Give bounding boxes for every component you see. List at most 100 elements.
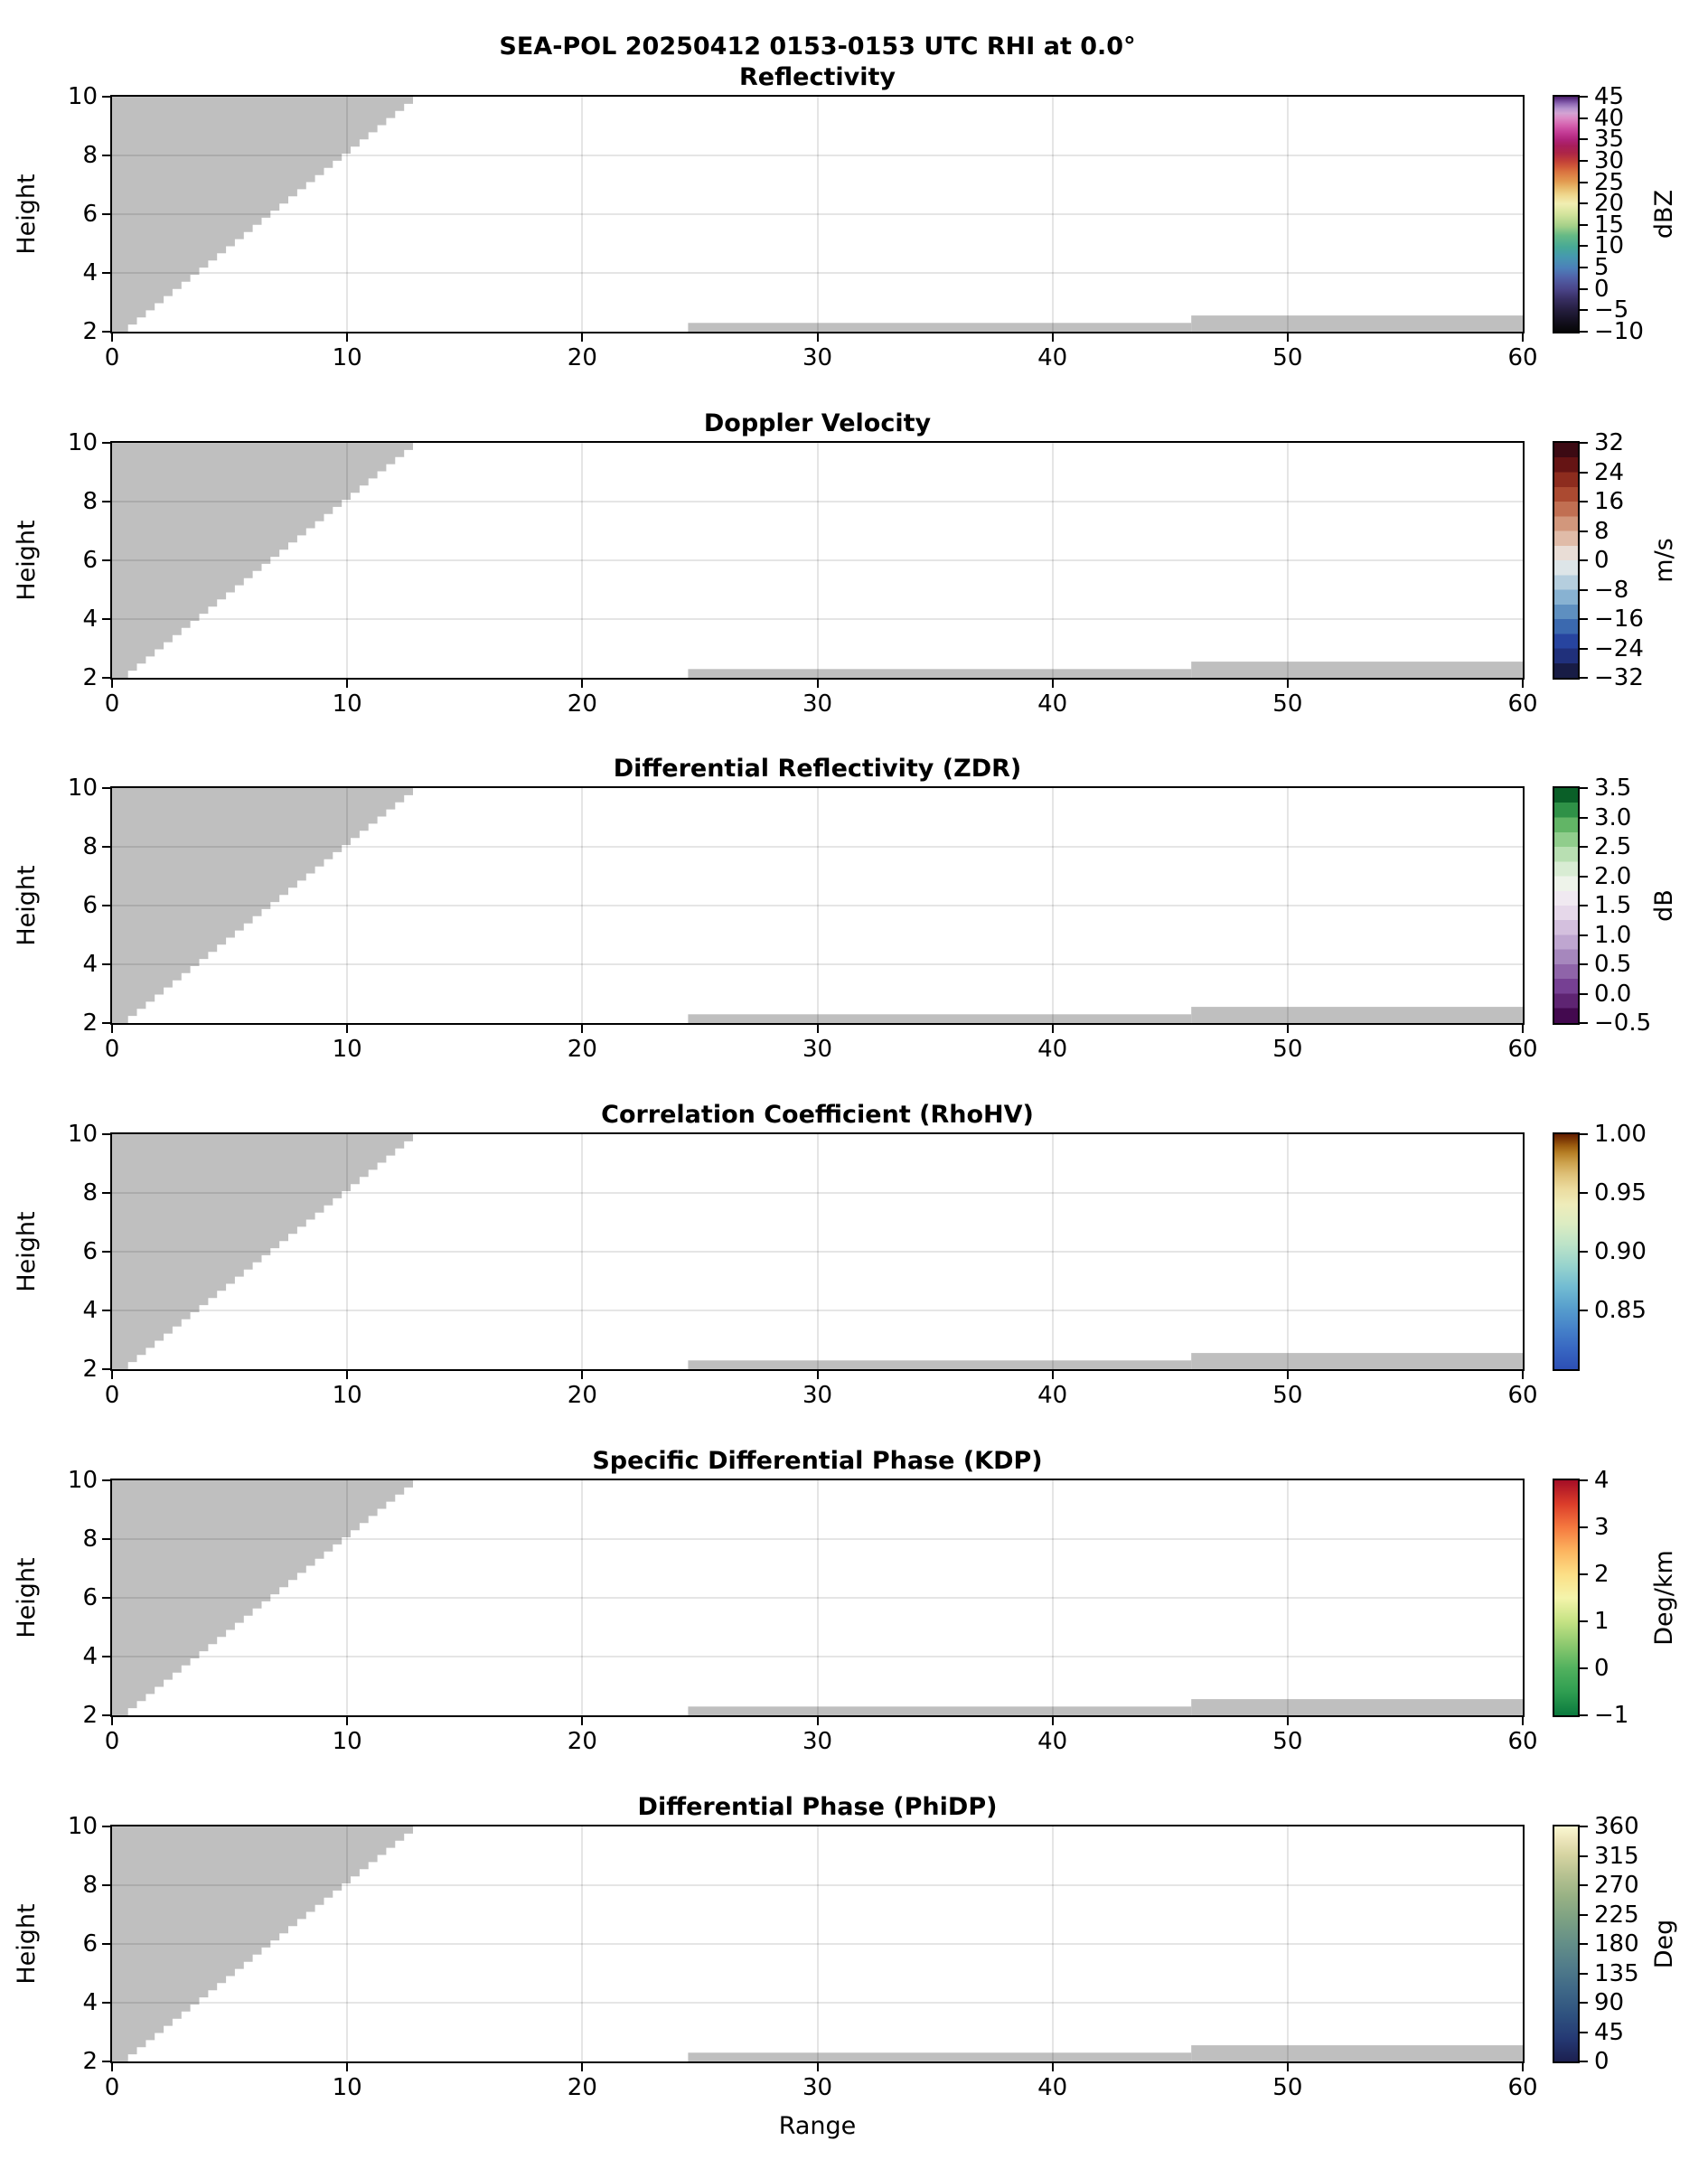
colorbar-tick-label: 40 xyxy=(1594,104,1625,132)
gridline-vertical xyxy=(1051,443,1054,678)
y-tick-mark xyxy=(102,2061,110,2062)
colorbar-tick-label: 0 xyxy=(1594,1655,1609,1682)
gridline-horizontal xyxy=(112,155,1523,156)
gridline-horizontal xyxy=(112,1538,1523,1540)
x-tick-label: 10 xyxy=(332,1036,362,1063)
y-tick-mark xyxy=(102,96,110,98)
y-tick-mark xyxy=(102,677,110,679)
colorbar-tick-mark xyxy=(1580,1826,1588,1827)
x-tick-mark xyxy=(346,680,349,688)
gridline-vertical xyxy=(1286,1134,1289,1369)
gridline-horizontal xyxy=(112,213,1523,215)
plot-area-kdp xyxy=(110,1479,1525,1717)
colorbar-tick-mark xyxy=(1580,647,1588,650)
colorbar-tick-label: 2.0 xyxy=(1594,862,1632,890)
y-tick-label: 4 xyxy=(82,951,98,978)
y-tick-mark xyxy=(102,618,110,620)
y-tick-label: 8 xyxy=(82,833,98,860)
colorbar-tick-mark xyxy=(1580,1310,1588,1311)
gridline-vertical xyxy=(581,97,584,332)
x-tick-mark xyxy=(346,2063,349,2071)
x-tick-label: 10 xyxy=(332,2074,362,2101)
colorbar-tick-label: 5 xyxy=(1594,254,1609,282)
y-tick-label: 2 xyxy=(82,1009,98,1037)
colorbar-tick-mark xyxy=(1580,1884,1588,1886)
x-tick-mark xyxy=(111,1717,113,1725)
gridline-horizontal xyxy=(112,2002,1523,2004)
x-tick-label: 30 xyxy=(802,1036,833,1063)
colorbar-tick-label: 360 xyxy=(1594,1813,1639,1840)
y-tick-label: 10 xyxy=(67,429,98,456)
x-tick-label: 0 xyxy=(104,1728,120,1755)
colorbar-tick-mark xyxy=(1580,2061,1588,2062)
y-tick-label: 2 xyxy=(82,2048,98,2075)
gridline-vertical xyxy=(581,788,584,1023)
colorbar-tick-label: −24 xyxy=(1594,634,1644,662)
gridline-vertical xyxy=(346,443,349,678)
x-tick-mark xyxy=(111,680,113,688)
x-tick-label: 60 xyxy=(1507,1382,1538,1409)
colorbar-kdp xyxy=(1553,1479,1580,1717)
x-tick-label: 60 xyxy=(1507,1036,1538,1063)
y-tick-label: 6 xyxy=(82,1584,98,1611)
gridline-vertical xyxy=(581,1480,584,1715)
gridline-vertical xyxy=(816,1826,819,2061)
x-tick-mark xyxy=(1522,1371,1524,1379)
y-tick-mark xyxy=(102,787,110,789)
y-tick-mark xyxy=(102,559,110,561)
gridline-vertical xyxy=(1051,1480,1054,1715)
y-tick-mark xyxy=(102,1943,110,1945)
x-tick-label: 40 xyxy=(1037,1382,1068,1409)
y-tick-mark xyxy=(102,1368,110,1370)
x-tick-mark xyxy=(1051,2063,1054,2071)
gridline-horizontal xyxy=(112,618,1523,620)
x-tick-mark xyxy=(816,2063,819,2071)
colorbar-tick-label: 24 xyxy=(1594,458,1625,486)
x-tick-mark xyxy=(1051,333,1054,342)
gridline-vertical xyxy=(816,443,819,678)
panel-title-kdp: Specific Differential Phase (KDP) xyxy=(592,1447,1043,1475)
colorbar-tick-mark xyxy=(1580,1133,1588,1135)
panel-title-rhohv: Correlation Coefficient (RhoHV) xyxy=(601,1101,1034,1129)
gridline-horizontal xyxy=(112,1251,1523,1253)
colorbar-unit-phidp: Deg xyxy=(1650,1919,1678,1969)
colorbar-tick-mark xyxy=(1580,267,1588,269)
colorbar-tick-mark xyxy=(1580,287,1588,290)
colorbar-tick-label: 4 xyxy=(1594,1467,1609,1494)
y-tick-label: 8 xyxy=(82,142,98,169)
colorbar-tick-label: 1.00 xyxy=(1594,1121,1647,1148)
colorbar-unit-zdr: dB xyxy=(1650,889,1678,922)
x-tick-mark xyxy=(1522,680,1524,688)
gridline-vertical xyxy=(1286,443,1289,678)
gridline-horizontal xyxy=(112,272,1523,274)
y-tick-label: 8 xyxy=(82,488,98,515)
x-tick-mark xyxy=(1522,1025,1524,1033)
x-tick-label: 10 xyxy=(332,344,362,371)
gridline-vertical xyxy=(1286,1826,1289,2061)
y-tick-mark xyxy=(102,1538,110,1540)
colorbar-tick-label: 45 xyxy=(1594,2018,1625,2046)
x-tick-mark xyxy=(581,1025,584,1033)
x-tick-label: 50 xyxy=(1272,1036,1303,1063)
colorbar-unit-doppler-velocity: m/s xyxy=(1650,538,1678,583)
y-tick-mark xyxy=(102,1310,110,1311)
y-tick-mark xyxy=(102,1251,110,1253)
x-tick-label: 30 xyxy=(802,2074,833,2101)
gridline-vertical xyxy=(1051,97,1054,332)
colorbar-tick-mark xyxy=(1580,331,1588,333)
colorbar-tick-mark xyxy=(1580,2031,1588,2033)
gridline-horizontal xyxy=(112,1192,1523,1194)
y-axis-label: Height xyxy=(13,1211,41,1292)
plot-area-zdr xyxy=(110,786,1525,1025)
x-tick-mark xyxy=(111,2063,113,2071)
x-tick-label: 50 xyxy=(1272,1728,1303,1755)
y-tick-label: 10 xyxy=(67,775,98,802)
x-tick-label: 20 xyxy=(567,1728,597,1755)
plot-area-doppler-velocity xyxy=(110,441,1525,680)
colorbar-tick-label: 15 xyxy=(1594,211,1625,239)
colorbar-tick-mark xyxy=(1580,677,1588,679)
x-tick-mark xyxy=(1286,2063,1289,2071)
colorbar-tick-mark xyxy=(1580,1913,1588,1916)
x-tick-label: 50 xyxy=(1272,2074,1303,2101)
colorbar-tick-label: −8 xyxy=(1594,576,1629,604)
